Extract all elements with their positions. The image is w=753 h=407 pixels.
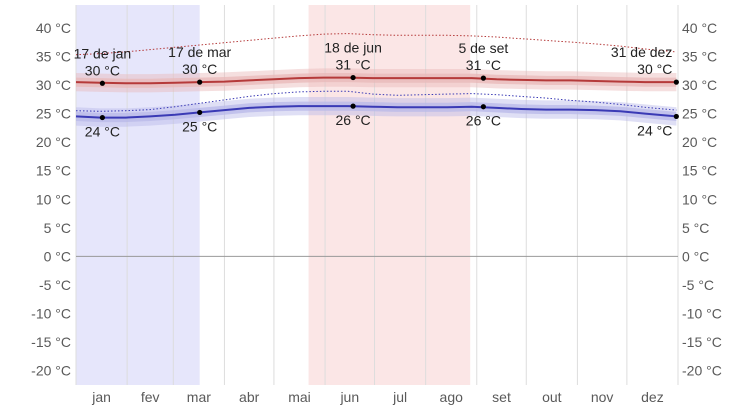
y-tick-label-left: 35 °C xyxy=(36,48,71,64)
x-tick-label: jun xyxy=(339,389,359,405)
x-tick-label: out xyxy=(542,389,562,405)
series-inner-band xyxy=(76,101,677,123)
annotation-point xyxy=(350,103,356,109)
annotation-point xyxy=(480,75,486,81)
y-tick-label-right: -20 °C xyxy=(682,363,722,379)
series-outer-band xyxy=(76,97,677,127)
y-tick-label-left: 20 °C xyxy=(36,134,71,150)
annotation-value: 30 °C xyxy=(637,61,672,77)
y-tick-label-right: 20 °C xyxy=(682,134,717,150)
y-tick-label-left: 30 °C xyxy=(36,77,71,93)
y-tick-label-right: 30 °C xyxy=(682,77,717,93)
series-inner-band xyxy=(76,73,677,88)
y-tick-label-right: 35 °C xyxy=(682,48,717,64)
x-tick-label: abr xyxy=(239,389,260,405)
y-tick-label-left: 25 °C xyxy=(36,106,71,122)
annotation-point xyxy=(673,79,679,85)
x-tick-label: jul xyxy=(392,389,407,405)
series-line xyxy=(75,76,677,85)
x-tick-label: nov xyxy=(591,389,614,405)
annotation-date: 18 de jun xyxy=(324,40,382,56)
annotation-value: 30 °C xyxy=(182,61,217,77)
x-tick-label: ago xyxy=(440,389,464,405)
y-tick-label-right: 5 °C xyxy=(682,220,709,236)
y-tick-label-left: 40 °C xyxy=(36,20,71,36)
y-tick-label-right: 10 °C xyxy=(682,191,717,207)
shaded-period xyxy=(308,5,471,385)
x-tick-label: mai xyxy=(288,389,311,405)
annotation-value: 26 °C xyxy=(466,113,501,129)
y-tick-label-right: -15 °C xyxy=(682,334,722,350)
x-tick-label: dez xyxy=(641,389,664,405)
annotation-value: 31 °C xyxy=(335,57,370,73)
series-dotted-line xyxy=(75,33,677,56)
series-line xyxy=(75,105,677,119)
annotation-date: 17 de mar xyxy=(168,44,231,60)
y-tick-label-right: 40 °C xyxy=(682,20,717,36)
y-tick-label-left: -10 °C xyxy=(31,306,71,322)
shaded-period xyxy=(76,5,200,385)
y-tick-label-left: -20 °C xyxy=(31,363,71,379)
annotation-value: 24 °C xyxy=(85,124,120,140)
annotation-value: 30 °C xyxy=(85,62,120,78)
annotation-date: 17 de jan xyxy=(74,45,132,61)
annotation-point xyxy=(99,80,105,86)
y-tick-label-right: -10 °C xyxy=(682,306,722,322)
annotation-value: 24 °C xyxy=(637,122,672,138)
annotation-point xyxy=(350,74,356,81)
y-tick-label-right: 15 °C xyxy=(682,163,717,179)
y-tick-label-left: 0 °C xyxy=(44,248,71,264)
annotation-value: 31 °C xyxy=(466,57,501,73)
y-tick-label-right: 0 °C xyxy=(682,248,709,264)
y-tick-label-left: 15 °C xyxy=(36,163,71,179)
annotation-date: 5 de set xyxy=(458,40,508,56)
x-tick-label: mar xyxy=(187,389,211,405)
series-dotted-line xyxy=(75,90,677,112)
annotation-value: 25 °C xyxy=(182,118,217,134)
annotation-value: 26 °C xyxy=(335,112,370,128)
y-tick-label-left: -15 °C xyxy=(31,334,71,350)
y-tick-label-right: -5 °C xyxy=(682,277,714,293)
y-tick-label-right: 25 °C xyxy=(682,106,717,122)
x-tick-label: fev xyxy=(141,389,160,405)
y-tick-label-left: 10 °C xyxy=(36,191,71,207)
annotation-point xyxy=(99,114,105,121)
x-tick-label: set xyxy=(492,389,511,405)
y-tick-label-left: -5 °C xyxy=(39,277,71,293)
annotation-date: 31 de dez xyxy=(611,44,673,60)
x-tick-label: jan xyxy=(91,389,111,405)
y-tick-label-left: 5 °C xyxy=(44,220,71,236)
annotation-point xyxy=(197,109,203,116)
annotation-point xyxy=(480,104,486,110)
annotation-point xyxy=(197,79,203,85)
annotation-point xyxy=(673,113,679,120)
